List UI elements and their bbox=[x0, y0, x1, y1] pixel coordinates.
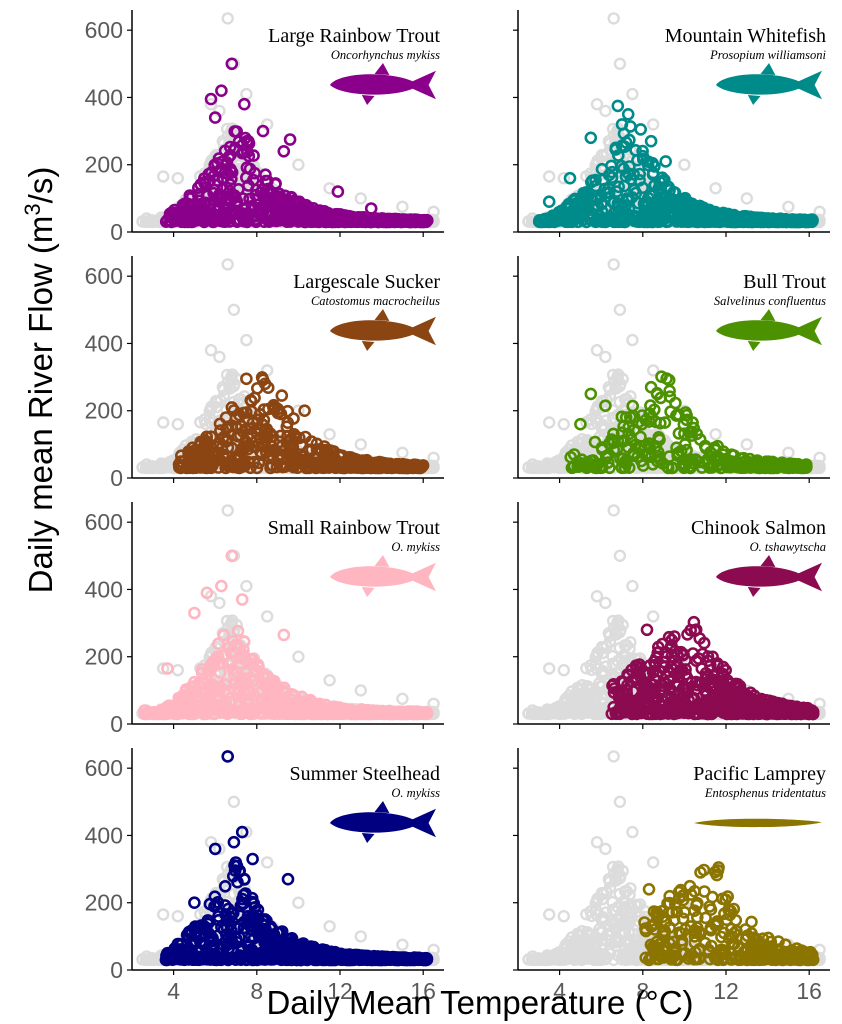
species-point bbox=[277, 145, 291, 158]
trout-icon bbox=[330, 70, 436, 100]
y-tick-label: 200 bbox=[85, 398, 123, 424]
species-title: Largescale Sucker bbox=[293, 271, 440, 293]
background-point bbox=[354, 438, 367, 451]
background-point bbox=[599, 104, 612, 118]
species-point bbox=[584, 131, 598, 145]
background-point bbox=[171, 418, 185, 431]
whitefish-icon bbox=[716, 70, 822, 100]
dorsal-fin-icon bbox=[760, 63, 776, 75]
background-point bbox=[213, 350, 226, 364]
background-point bbox=[782, 200, 795, 214]
species-point bbox=[240, 372, 253, 386]
species-latin-name: Oncorhynchus mykiss bbox=[331, 48, 440, 62]
species-point bbox=[238, 97, 251, 111]
y-tick-label: 600 bbox=[85, 263, 123, 289]
pelvic-fin-icon bbox=[361, 341, 375, 351]
background-point bbox=[709, 182, 722, 195]
sucker-icon bbox=[330, 316, 436, 346]
background-point bbox=[156, 416, 170, 429]
y-tick-label: 200 bbox=[85, 152, 123, 178]
species-point bbox=[659, 155, 673, 168]
background-point bbox=[323, 428, 336, 441]
y-tick-label: 600 bbox=[85, 17, 123, 43]
species-point bbox=[283, 133, 297, 146]
background-point bbox=[613, 57, 627, 70]
panel-large-rainbow-trout: 0 200 400 600 Large Rainbow TroutOncorhynchu… bbox=[85, 10, 444, 245]
background-point bbox=[607, 12, 620, 25]
y-tick-label: 400 bbox=[85, 330, 123, 356]
species-point bbox=[275, 389, 289, 402]
background-point bbox=[626, 87, 639, 101]
panels-container: 0 200 400 600 Large Rainbow TroutOncorhynchu… bbox=[85, 10, 830, 1004]
species-point bbox=[364, 202, 378, 215]
background-point bbox=[204, 97, 218, 111]
species-point bbox=[215, 84, 228, 97]
background-point bbox=[427, 205, 440, 219]
background-point bbox=[354, 192, 367, 205]
background-point bbox=[221, 12, 234, 25]
species-point bbox=[298, 404, 311, 418]
background-point bbox=[543, 170, 556, 183]
background-point bbox=[740, 192, 753, 205]
background-point bbox=[396, 446, 409, 459]
species-point bbox=[644, 134, 658, 148]
background-point bbox=[678, 158, 691, 171]
dorsal-fin-icon bbox=[374, 309, 390, 321]
y-tick-label: 0 bbox=[110, 219, 123, 245]
species-points bbox=[159, 57, 434, 229]
background-point bbox=[240, 333, 253, 347]
pelvic-fin-icon bbox=[361, 95, 375, 105]
species-latin-name: Catostomus macrocheilus bbox=[311, 294, 440, 308]
background-point bbox=[240, 87, 253, 101]
background-point bbox=[292, 158, 305, 171]
species-point bbox=[563, 171, 577, 185]
background-point bbox=[156, 170, 170, 183]
pelvic-fin-icon bbox=[747, 95, 761, 105]
species-point bbox=[542, 195, 556, 208]
background-point bbox=[396, 200, 409, 214]
species-points bbox=[532, 99, 819, 229]
background-point bbox=[171, 171, 185, 185]
y-tick-label: 400 bbox=[85, 84, 123, 110]
background-point bbox=[227, 303, 241, 316]
species-title: Large Rainbow Trout bbox=[268, 25, 440, 47]
background-point bbox=[221, 258, 234, 271]
background-point bbox=[647, 118, 660, 131]
y-tick-label: 0 bbox=[110, 465, 123, 491]
species-point bbox=[611, 99, 625, 113]
species-title: Mountain Whitefish bbox=[665, 25, 826, 47]
dorsal-fin-icon bbox=[374, 63, 390, 75]
species-latin-name: Prosopium williamsoni bbox=[709, 48, 826, 62]
background-point bbox=[140, 212, 153, 225]
species-point bbox=[621, 108, 635, 121]
species-point bbox=[634, 123, 648, 136]
